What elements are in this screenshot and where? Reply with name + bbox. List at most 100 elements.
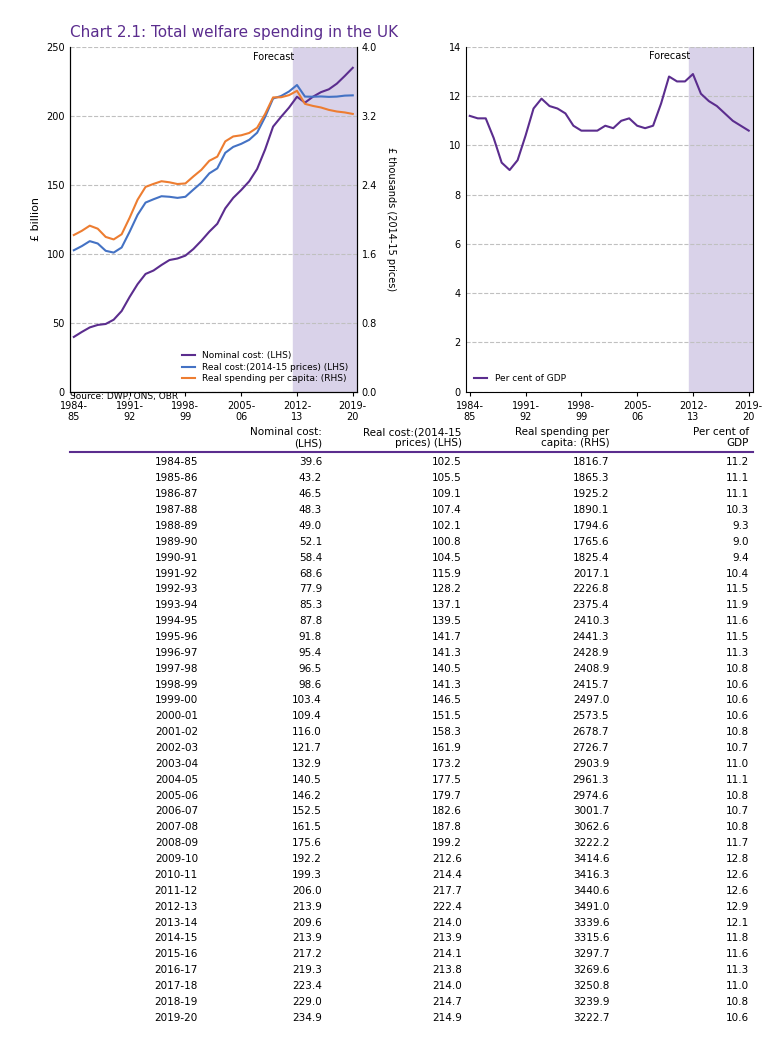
Text: 11.2: 11.2 [726,457,749,468]
Text: 11.8: 11.8 [726,933,749,944]
Text: 11.7: 11.7 [726,838,749,848]
Text: 3250.8: 3250.8 [573,981,609,991]
Text: 182.6: 182.6 [432,806,462,816]
Text: 11.0: 11.0 [726,981,749,991]
Text: 137.1: 137.1 [432,600,462,611]
Text: 2678.7: 2678.7 [573,728,609,737]
Text: Real spending per: Real spending per [515,427,609,437]
Text: 222.4: 222.4 [432,902,462,911]
Text: 91.8: 91.8 [299,632,322,642]
Text: 10.6: 10.6 [726,1013,749,1023]
Text: 1925.2: 1925.2 [573,490,609,499]
Text: 109.1: 109.1 [432,490,462,499]
Text: 141.7: 141.7 [432,632,462,642]
Text: 3239.9: 3239.9 [573,997,609,1006]
Text: 1986-87: 1986-87 [154,490,198,499]
Text: 2005-06: 2005-06 [154,790,198,801]
Legend: Per cent of GDP: Per cent of GDP [470,371,570,387]
Text: 212.6: 212.6 [432,854,462,864]
Text: 107.4: 107.4 [432,505,462,515]
Text: 199.3: 199.3 [293,870,322,880]
Text: 95.4: 95.4 [299,648,322,658]
Text: 11.0: 11.0 [726,759,749,768]
Text: (LHS): (LHS) [294,438,322,449]
Text: 1987-88: 1987-88 [154,505,198,515]
Text: 10.8: 10.8 [726,664,749,673]
Text: 140.5: 140.5 [293,775,322,785]
Text: 1816.7: 1816.7 [573,457,609,468]
Text: 12.6: 12.6 [726,870,749,880]
Text: 103.4: 103.4 [293,695,322,706]
Text: 217.2: 217.2 [293,949,322,959]
Text: 12.6: 12.6 [726,885,749,896]
Text: GDP: GDP [726,438,749,449]
Text: 3222.2: 3222.2 [573,838,609,848]
Text: 2441.3: 2441.3 [573,632,609,642]
Text: capita: (RHS): capita: (RHS) [541,438,609,449]
Text: 151.5: 151.5 [432,711,462,721]
Text: 217.7: 217.7 [432,885,462,896]
Text: 2010-11: 2010-11 [154,870,198,880]
Text: 177.5: 177.5 [432,775,462,785]
Text: 96.5: 96.5 [299,664,322,673]
Text: 10.8: 10.8 [726,728,749,737]
Text: 1997-98: 1997-98 [154,664,198,673]
Text: Real cost:(2014-15: Real cost:(2014-15 [363,427,462,437]
Text: 10.8: 10.8 [726,790,749,801]
Text: 179.7: 179.7 [432,790,462,801]
Text: 102.1: 102.1 [432,521,462,531]
Text: 140.5: 140.5 [432,664,462,673]
Text: 2007-08: 2007-08 [154,823,198,832]
Text: 11.3: 11.3 [726,965,749,975]
Text: 2375.4: 2375.4 [573,600,609,611]
Text: 68.6: 68.6 [299,569,322,578]
Text: 161.5: 161.5 [293,823,322,832]
Text: 234.9: 234.9 [293,1013,322,1023]
Text: 141.3: 141.3 [432,680,462,690]
Text: 2019-20: 2019-20 [154,1013,198,1023]
Text: 213.9: 213.9 [293,902,322,911]
Text: 128.2: 128.2 [432,585,462,594]
Text: 11.6: 11.6 [726,616,749,626]
Text: 3491.0: 3491.0 [573,902,609,911]
Text: 1996-97: 1996-97 [154,648,198,658]
Text: 175.6: 175.6 [293,838,322,848]
Text: 10.6: 10.6 [726,695,749,706]
Legend: Nominal cost: (LHS), Real cost:(2014-15 prices) (LHS), Real spending per capita:: Nominal cost: (LHS), Real cost:(2014-15 … [178,348,352,387]
Text: 9.3: 9.3 [733,521,749,531]
Y-axis label: £ billion: £ billion [31,197,41,241]
Text: 2726.7: 2726.7 [573,743,609,753]
Text: 109.4: 109.4 [293,711,322,721]
Text: 39.6: 39.6 [299,457,322,468]
Text: 102.5: 102.5 [432,457,462,468]
Text: 223.4: 223.4 [293,981,322,991]
Text: Forecast: Forecast [253,52,295,63]
Text: 12.9: 12.9 [726,902,749,911]
Text: 11.1: 11.1 [726,473,749,483]
Text: 214.1: 214.1 [432,949,462,959]
Text: 214.7: 214.7 [432,997,462,1006]
Text: 213.8: 213.8 [432,965,462,975]
Text: 3315.6: 3315.6 [573,933,609,944]
Text: 2011-12: 2011-12 [154,885,198,896]
Text: 199.2: 199.2 [432,838,462,848]
Text: 2017-18: 2017-18 [154,981,198,991]
Text: 2000-01: 2000-01 [155,711,198,721]
Text: 116.0: 116.0 [293,728,322,737]
Text: 100.8: 100.8 [432,537,462,547]
Text: 1991-92: 1991-92 [154,569,198,578]
Text: 146.5: 146.5 [432,695,462,706]
Text: 2001-02: 2001-02 [154,728,198,737]
Text: 10.6: 10.6 [726,711,749,721]
Text: 105.5: 105.5 [432,473,462,483]
Text: 2903.9: 2903.9 [573,759,609,768]
Text: 2573.5: 2573.5 [573,711,609,721]
Text: Source: DWP, ONS, OBR: Source: DWP, ONS, OBR [70,392,178,401]
Text: 85.3: 85.3 [299,600,322,611]
Text: 141.3: 141.3 [432,648,462,658]
Text: 104.5: 104.5 [432,552,462,563]
Text: 1989-90: 1989-90 [154,537,198,547]
Text: 3414.6: 3414.6 [573,854,609,864]
Text: 2004-05: 2004-05 [154,775,198,785]
Text: 3001.7: 3001.7 [573,806,609,816]
